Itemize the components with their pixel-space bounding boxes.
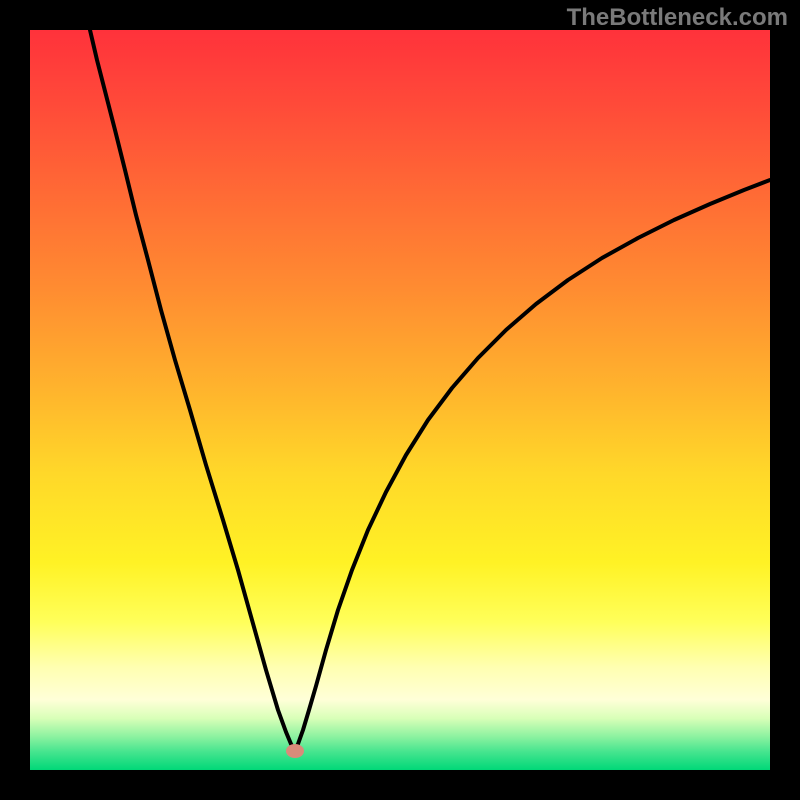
chart-frame: TheBottleneck.com <box>0 0 800 800</box>
gradient-background <box>30 30 770 770</box>
plot-area <box>30 30 770 770</box>
attribution-text: TheBottleneck.com <box>567 4 788 32</box>
plot-svg <box>30 30 770 770</box>
minimum-marker <box>286 744 304 758</box>
